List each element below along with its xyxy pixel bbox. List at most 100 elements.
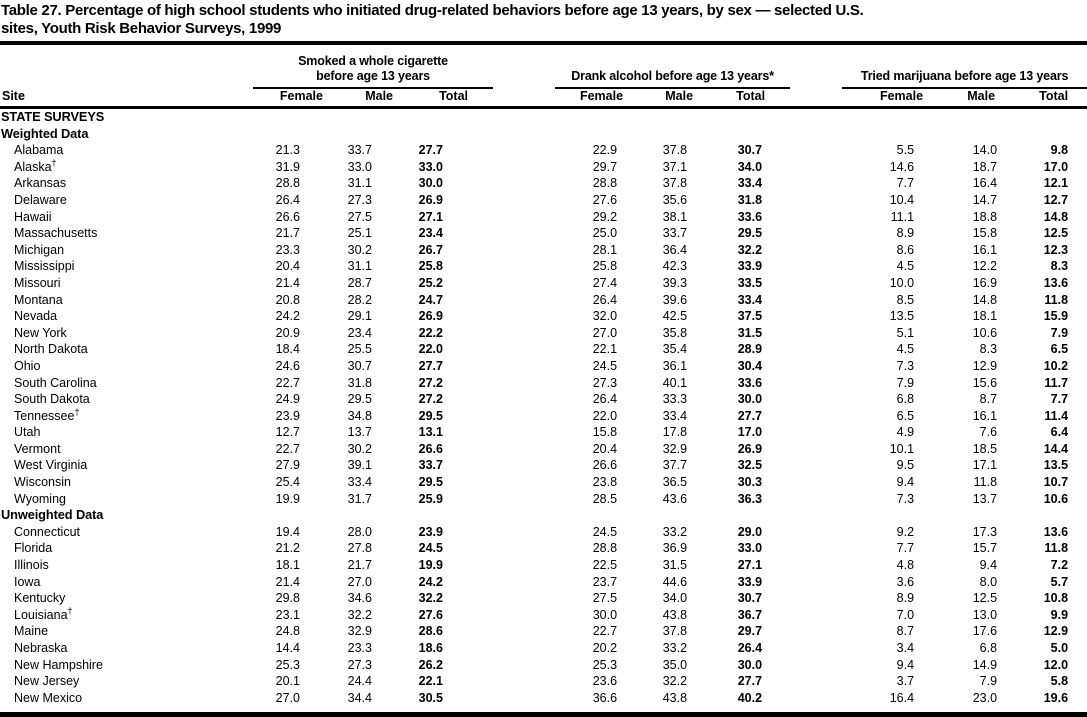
value-cell: 33.9 bbox=[737, 259, 763, 274]
value-cell: 28.2 bbox=[347, 292, 372, 307]
row-spacer bbox=[470, 408, 555, 425]
value-cell: 26.6 bbox=[592, 458, 618, 473]
site-name-text: Vermont bbox=[14, 441, 61, 456]
value-cell: 22.0 bbox=[592, 408, 618, 423]
value-cell: 34.8 bbox=[347, 408, 372, 423]
site-name-text: New Jersey bbox=[14, 674, 80, 689]
value-cell: 20.9 bbox=[275, 325, 300, 340]
value-cell: 10.7 bbox=[1043, 475, 1069, 490]
value-cell: 18.7 bbox=[972, 159, 998, 174]
value-cell: 22.5 bbox=[592, 558, 618, 573]
value-cell: 13.0 bbox=[972, 607, 998, 622]
row-spacer bbox=[1070, 159, 1087, 176]
value-cell: 24.8 bbox=[275, 624, 300, 639]
table-row: Nebraska 14.4 23.3 18.6 20.2 33.2 26.4 3.4 6.8 5.… bbox=[0, 640, 1087, 657]
table-body: STATE SURVEYS Weighted Data Alabama 21.3 33.… bbox=[0, 108, 1087, 707]
value-cell: 26.7 bbox=[418, 242, 443, 257]
value-cell: 36.7 bbox=[737, 607, 763, 622]
value-cell: 31.8 bbox=[347, 375, 372, 390]
value-cell: 18.1 bbox=[275, 558, 300, 573]
site-name-text: Iowa bbox=[14, 574, 41, 589]
site-name-text: Delaware bbox=[14, 192, 67, 207]
value-cell: 25.4 bbox=[275, 475, 300, 490]
col-header-marijuana-male: Male bbox=[925, 89, 998, 109]
value-cell: 21.7 bbox=[275, 226, 300, 241]
site-name-text: Louisiana bbox=[14, 607, 68, 622]
value-cell: 20.4 bbox=[592, 441, 618, 456]
row-spacer bbox=[1070, 657, 1087, 674]
value-cell: 43.8 bbox=[662, 607, 688, 622]
section-heading-row: Unweighted Data bbox=[0, 507, 1087, 524]
row-spacer bbox=[767, 225, 842, 242]
value-cell: 17.6 bbox=[972, 624, 998, 639]
table-row: Alaska† 31.9 33.0 33.0 29.7 37.1 34.0 14.6 18.7 1… bbox=[0, 158, 1087, 176]
row-spacer bbox=[470, 242, 555, 259]
value-cell: 9.2 bbox=[896, 524, 915, 539]
value-cell: 32.2 bbox=[737, 242, 763, 257]
value-cell: 27.7 bbox=[418, 358, 443, 373]
row-spacer bbox=[767, 292, 842, 309]
value-cell: 31.8 bbox=[737, 192, 763, 207]
site-name: Tennessee† bbox=[0, 407, 240, 425]
section-heading: Unweighted Data bbox=[1, 507, 104, 523]
value-cell: 12.7 bbox=[275, 425, 300, 440]
value-cell: 12.0 bbox=[1043, 657, 1069, 672]
value-cell: 7.6 bbox=[979, 425, 998, 440]
value-cell: 23.6 bbox=[592, 674, 618, 689]
site-name: Louisiana† bbox=[0, 605, 240, 624]
value-cell: 9.9 bbox=[1050, 607, 1069, 622]
value-cell: 13.6 bbox=[1043, 524, 1069, 539]
row-spacer bbox=[470, 574, 555, 591]
site-name-text: Ohio bbox=[14, 358, 41, 373]
table-row: South Carolina 22.7 31.8 27.2 27.3 40.1 33.6 7.… bbox=[0, 375, 1087, 392]
value-cell: 29.5 bbox=[418, 475, 443, 490]
value-cell: 12.5 bbox=[1043, 226, 1069, 241]
value-cell: 23.9 bbox=[418, 524, 443, 539]
header-spacer bbox=[470, 89, 556, 109]
value-cell: 33.6 bbox=[737, 209, 763, 224]
table-row: Michigan 23.3 30.2 26.7 28.1 36.4 32.2 8.6 16.1 1… bbox=[0, 242, 1087, 259]
row-spacer bbox=[767, 540, 842, 557]
value-cell: 33.2 bbox=[662, 641, 688, 655]
row-spacer bbox=[470, 142, 555, 159]
site-name: West Virginia bbox=[0, 457, 240, 474]
site-name: Ohio bbox=[0, 358, 240, 375]
value-cell: 22.1 bbox=[418, 674, 443, 689]
value-cell: 37.1 bbox=[662, 159, 688, 174]
value-cell: 19.4 bbox=[275, 524, 300, 539]
value-cell: 7.9 bbox=[896, 375, 915, 390]
row-spacer bbox=[1070, 491, 1087, 508]
value-cell: 17.1 bbox=[972, 458, 998, 473]
value-cell: 23.8 bbox=[592, 475, 618, 490]
site-name-text: Alaska bbox=[14, 159, 52, 174]
value-cell: 15.8 bbox=[972, 226, 998, 241]
value-cell: 11.7 bbox=[1044, 375, 1069, 390]
value-cell: 24.2 bbox=[418, 574, 443, 589]
value-cell: 26.9 bbox=[418, 309, 443, 324]
value-cell: 8.7 bbox=[896, 624, 915, 639]
site-name-text: Michigan bbox=[14, 242, 65, 257]
row-spacer bbox=[767, 607, 842, 624]
row-spacer bbox=[470, 209, 555, 226]
value-cell: 26.4 bbox=[592, 292, 618, 307]
row-spacer bbox=[767, 673, 842, 690]
value-cell: 31.9 bbox=[275, 159, 300, 174]
site-name-text: Utah bbox=[14, 425, 41, 440]
section-heading-row: STATE SURVEYS bbox=[0, 108, 1087, 126]
value-cell: 19.6 bbox=[1043, 690, 1069, 705]
value-cell: 33.3 bbox=[662, 392, 688, 407]
value-cell: 24.5 bbox=[418, 541, 443, 556]
value-cell: 7.7 bbox=[896, 176, 915, 191]
row-spacer bbox=[470, 391, 555, 408]
value-cell: 27.5 bbox=[347, 209, 372, 224]
value-cell: 34.0 bbox=[737, 159, 763, 174]
value-cell: 36.6 bbox=[592, 690, 618, 705]
site-name: New York bbox=[0, 325, 240, 342]
value-cell: 13.5 bbox=[1043, 458, 1069, 473]
value-cell: 28.6 bbox=[418, 624, 443, 639]
row-spacer bbox=[470, 474, 555, 491]
row-spacer bbox=[470, 375, 555, 392]
value-cell: 33.7 bbox=[662, 226, 688, 241]
footnote-marker: † bbox=[67, 605, 73, 616]
site-name: North Dakota bbox=[0, 341, 240, 358]
